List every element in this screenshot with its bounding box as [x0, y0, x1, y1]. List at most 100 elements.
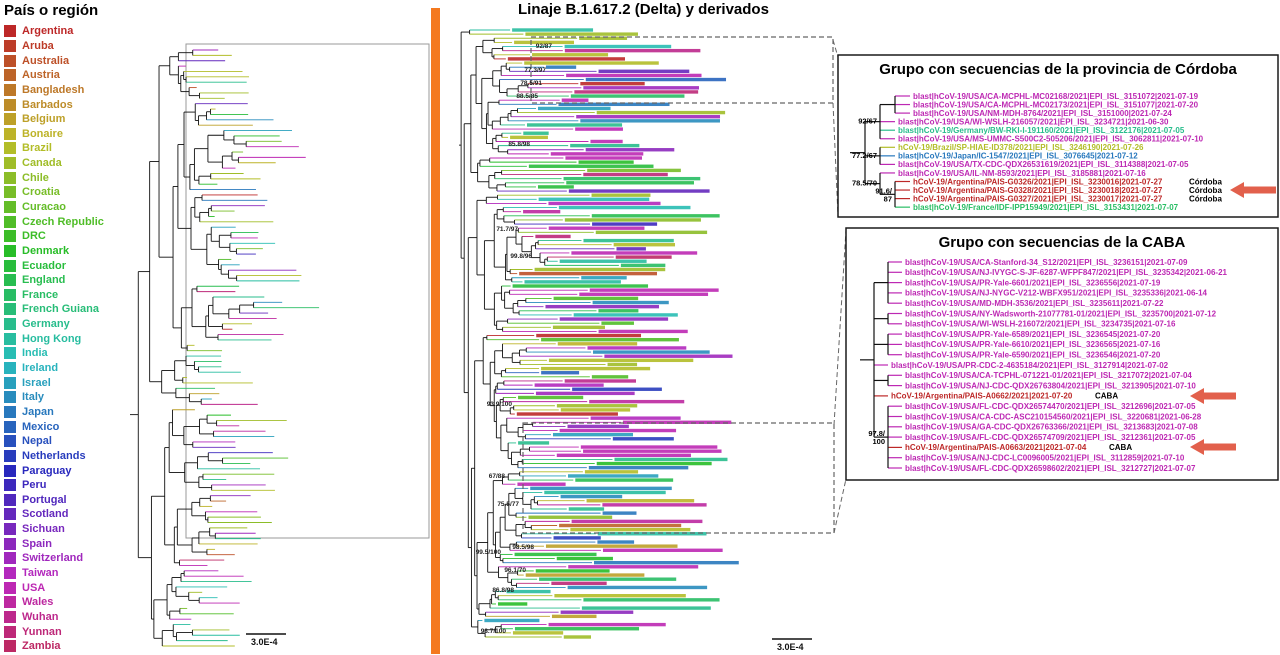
legend-label: Switzerland — [22, 552, 84, 565]
main-tree-scale-label: 3.0E-4 — [251, 637, 278, 647]
tip-label-placeholder — [497, 602, 528, 606]
tip-label-placeholder — [556, 404, 638, 408]
zoom-region-box — [185, 43, 430, 539]
legend-swatch — [4, 493, 16, 506]
legend-label: Ireland — [22, 362, 59, 375]
tip-label-placeholder — [553, 536, 601, 540]
tip-label-placeholder — [604, 354, 733, 358]
sequence-label: hCoV-19/Argentina/PAIS-A0663/2021|2021-0… — [905, 443, 1087, 452]
tip-label-placeholder — [601, 321, 634, 325]
legend-swatch — [4, 230, 16, 243]
tip-label-placeholder — [550, 152, 644, 156]
legend-item: Denmark — [4, 244, 164, 259]
cordoba-group-title: Grupo con secuencias de la provincia de … — [879, 61, 1237, 78]
legend-item: Wales — [4, 595, 164, 610]
legend-label: DRC — [22, 230, 46, 243]
legend-label: Scotland — [22, 508, 69, 521]
sequence-label: blast|hCoV-19/USA/NY-Wadsworth-21077781-… — [905, 309, 1217, 318]
tip-label-placeholder — [597, 532, 707, 536]
sequence-label: blast|hCoV-19/USA/PR-Yale-6589/2021|EPI_… — [905, 330, 1161, 339]
sequence-label: hCoV-19/Argentina/PAIS-G0326/2021|EPI_IS… — [913, 177, 1163, 186]
tip-label-placeholder — [612, 437, 674, 441]
tip-label-placeholder — [595, 230, 708, 235]
sequence-label: blast|hCoV-19/USA/NM-MDH-8764/2021|EPI_I… — [913, 109, 1172, 118]
legend-swatch — [4, 274, 16, 287]
support-value: 87 — [884, 194, 892, 203]
sequence-label: blast|hCoV-19/USA/NJ-IVYGC-S-JF-6287-WFP… — [905, 268, 1228, 277]
support-value: 75.5/77 — [497, 501, 519, 508]
legend-label: Germany — [22, 318, 70, 331]
tip-label-placeholder — [578, 160, 634, 164]
tip-label-placeholder — [551, 581, 607, 586]
delta-clade-highlight-bar — [431, 8, 440, 654]
legend-item: Canada — [4, 156, 164, 171]
support-value: 92/67 — [858, 117, 877, 126]
legend-item: Scotland — [4, 507, 164, 522]
delta-tree-title: Linaje B.1.617.2 (Delta) y derivados — [518, 1, 769, 18]
legend-label: Wuhan — [22, 610, 59, 623]
support-value: 88.5/85 — [516, 93, 538, 100]
tip-label-placeholder — [593, 350, 710, 354]
country-legend: País o región Argentina Aruba Australia Aus… — [4, 2, 164, 654]
tip-label-placeholder — [614, 457, 728, 462]
tip-label-placeholder — [556, 453, 691, 458]
tip-label-placeholder — [580, 445, 718, 449]
legend-swatch — [4, 391, 16, 404]
legend-item: Belgium — [4, 112, 164, 127]
tip-label-placeholder — [559, 523, 682, 528]
legend-label: India — [22, 347, 48, 360]
tip-label-placeholder — [516, 412, 618, 416]
tip-label-placeholder — [528, 164, 654, 168]
legend-swatch — [4, 420, 16, 433]
legend-swatch — [4, 201, 16, 213]
support-value: 78.5/91 — [520, 80, 542, 87]
tip-label-placeholder — [565, 156, 643, 160]
legend-swatch — [4, 171, 16, 184]
tip-label-placeholder — [575, 478, 674, 482]
legend-label: Australia — [22, 54, 70, 67]
legend-item: Czech Republic — [4, 214, 164, 229]
legend-label: Peru — [22, 479, 47, 492]
tip-label-placeholder — [518, 395, 584, 400]
tip-label-placeholder — [602, 511, 637, 515]
zoom-connector-line — [833, 478, 847, 534]
legend-label: Ecuador — [22, 259, 67, 272]
tip-label-placeholder — [560, 610, 634, 614]
tip-label-placeholder — [563, 635, 592, 639]
legend-swatch — [4, 405, 16, 418]
tip-label-placeholder — [541, 337, 679, 342]
tip-label-placeholder — [613, 243, 676, 247]
legend-swatch — [4, 479, 16, 492]
legend-swatch — [4, 449, 16, 462]
legend-item: Germany — [4, 317, 164, 332]
legend-label: Mexico — [22, 420, 60, 433]
tip-label-placeholder — [563, 176, 701, 181]
tip-label-placeholder — [538, 197, 650, 201]
tip-label-placeholder — [596, 461, 712, 466]
legend-swatch — [4, 69, 16, 82]
legend-label: Chile — [22, 171, 49, 184]
legend-swatch — [4, 376, 16, 389]
tip-label-placeholder — [585, 77, 727, 82]
tip-label-placeholder — [591, 375, 629, 379]
tip-label-placeholder — [602, 548, 723, 552]
legend-item: Curacao — [4, 200, 164, 215]
zoom-connector-line — [833, 229, 847, 426]
sequence-label: blast|hCoV-19/USA/MS-UMMC-S500C2-505206/… — [898, 135, 1204, 144]
sequence-label: hCoV-19/Brazil/SP-HIAE-ID378/2021|EPI_IS… — [898, 143, 1144, 152]
tip-label-placeholder — [580, 119, 720, 123]
legend-swatch — [4, 98, 16, 111]
tip-label-placeholder — [548, 201, 661, 206]
tip-label-placeholder — [535, 391, 635, 396]
legend-item: Taiwan — [4, 566, 164, 581]
legend-item: France — [4, 288, 164, 303]
tip-label-placeholder — [579, 292, 709, 296]
legend-swatch — [4, 581, 16, 594]
support-value: 99.8/96 — [510, 253, 532, 260]
tip-label-placeholder — [534, 267, 666, 272]
tip-label-placeholder — [589, 399, 685, 404]
legend-label: Czech Republic — [22, 215, 104, 228]
tip-label-placeholder — [553, 296, 639, 301]
legend-item: Aruba — [4, 39, 164, 54]
legend-item: Sichuan — [4, 522, 164, 537]
